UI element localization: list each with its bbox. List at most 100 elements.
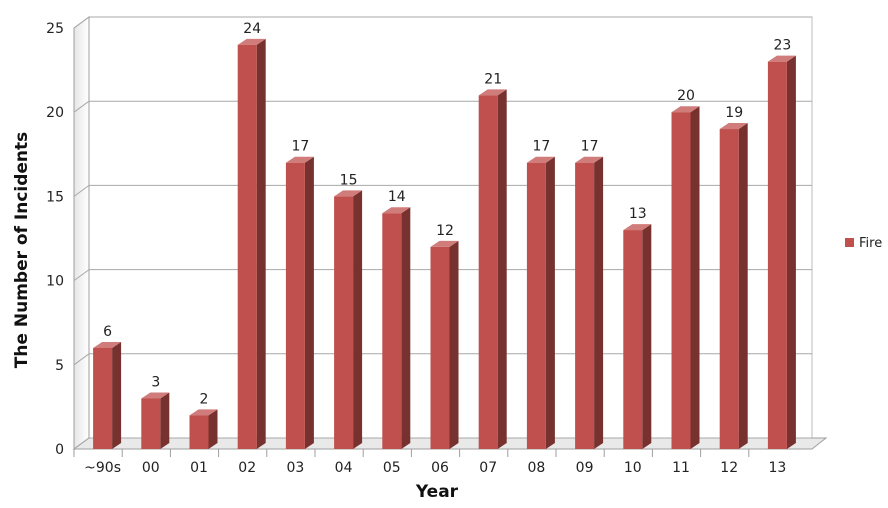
gridline-side bbox=[73, 353, 90, 366]
bar-side bbox=[738, 123, 748, 449]
x-tick-label: 04 bbox=[335, 460, 353, 476]
legend-swatch-fire bbox=[845, 238, 854, 247]
gridline-side bbox=[73, 100, 90, 113]
bar-side bbox=[545, 156, 555, 449]
x-tick-label: 08 bbox=[527, 460, 545, 476]
bar-side bbox=[786, 55, 796, 450]
bar-front bbox=[478, 95, 498, 450]
bar-side bbox=[594, 156, 604, 449]
y-tick-label: 20 bbox=[46, 105, 64, 121]
data-label: 12 bbox=[436, 223, 454, 239]
x-tick-label: ~90s bbox=[84, 460, 121, 476]
bar-top bbox=[382, 207, 411, 214]
x-tick-label: 12 bbox=[720, 460, 738, 476]
data-label: 17 bbox=[291, 139, 309, 155]
bar bbox=[623, 224, 652, 449]
y-axis-title: The Number of Incidents bbox=[12, 132, 32, 369]
bar bbox=[478, 89, 507, 450]
data-label: 23 bbox=[773, 38, 791, 54]
bar-front bbox=[141, 398, 161, 449]
x-tick-label: 06 bbox=[431, 460, 449, 476]
bar-top bbox=[430, 240, 459, 247]
y-tick-label: 25 bbox=[46, 21, 64, 37]
data-labels: 6 3 2 24 17 15 14 12 21 17 17 13 20 19 23 bbox=[103, 21, 791, 407]
x-tick-label: 02 bbox=[238, 460, 256, 476]
x-tick-label: 10 bbox=[624, 460, 642, 476]
bar-side bbox=[642, 224, 652, 449]
bar bbox=[719, 123, 748, 450]
gridline-side bbox=[73, 269, 90, 282]
bar-front bbox=[430, 246, 450, 449]
y-tick-label: 15 bbox=[46, 189, 64, 205]
x-tick-label: 13 bbox=[768, 460, 786, 476]
bar-side bbox=[497, 89, 507, 450]
bar-side bbox=[401, 207, 411, 449]
bar-side bbox=[304, 156, 314, 449]
side-wall bbox=[73, 16, 90, 450]
gridline-side bbox=[73, 16, 90, 29]
x-tick-label: 03 bbox=[286, 460, 304, 476]
bar-top bbox=[623, 224, 652, 231]
bar-front bbox=[93, 347, 113, 449]
bar bbox=[671, 106, 700, 449]
bar-top bbox=[141, 392, 170, 399]
bar-side bbox=[160, 392, 170, 449]
bar-front bbox=[334, 196, 354, 449]
data-label: 24 bbox=[243, 21, 261, 37]
bar-top bbox=[671, 106, 700, 113]
data-label: 21 bbox=[484, 71, 502, 87]
bar-top bbox=[478, 89, 507, 96]
data-label: 17 bbox=[581, 139, 599, 155]
bar-side bbox=[256, 38, 266, 450]
bars bbox=[93, 38, 796, 450]
bar-top bbox=[334, 190, 363, 197]
bar-front bbox=[623, 230, 643, 449]
x-tick-label: 05 bbox=[383, 460, 401, 476]
bar bbox=[575, 156, 604, 449]
data-label: 3 bbox=[151, 374, 160, 390]
bar-side bbox=[353, 190, 363, 449]
y-tick-label: 0 bbox=[55, 442, 64, 458]
bar-front bbox=[285, 162, 305, 449]
bar-front bbox=[237, 44, 257, 450]
y-tick-label: 5 bbox=[55, 358, 64, 374]
bar-front bbox=[575, 162, 595, 449]
bar-top bbox=[767, 55, 796, 62]
data-label: 15 bbox=[340, 172, 358, 188]
bar-front bbox=[382, 213, 402, 449]
bar bbox=[382, 207, 411, 449]
bar-front bbox=[526, 162, 546, 449]
x-axis-title: Year bbox=[415, 482, 459, 502]
gridline-side bbox=[73, 437, 90, 450]
gridline-side bbox=[73, 184, 90, 197]
data-label: 20 bbox=[677, 88, 695, 104]
bar bbox=[767, 55, 796, 450]
x-tick-label: 00 bbox=[142, 460, 160, 476]
y-tick-labels: 0 5 10 15 20 25 bbox=[46, 21, 64, 458]
bar-side bbox=[449, 240, 459, 449]
x-tick-label: 11 bbox=[672, 460, 690, 476]
bar-top bbox=[93, 341, 122, 348]
bar bbox=[285, 156, 314, 449]
x-tick-labels: ~90s 00 01 02 03 04 05 06 07 08 09 10 11 12 13 bbox=[73, 449, 786, 476]
data-label: 19 bbox=[725, 105, 743, 121]
data-label: 14 bbox=[388, 189, 406, 205]
data-label: 13 bbox=[629, 206, 647, 222]
bar-top bbox=[237, 38, 266, 45]
data-label: 2 bbox=[200, 391, 209, 407]
bar-top bbox=[719, 123, 748, 130]
data-label: 17 bbox=[532, 139, 550, 155]
x-tick-label: 09 bbox=[576, 460, 594, 476]
bar bbox=[189, 409, 218, 449]
bar bbox=[526, 156, 555, 449]
legend-label-fire: Fire bbox=[859, 236, 882, 251]
x-tick-label: 01 bbox=[190, 460, 208, 476]
bar-top bbox=[189, 409, 218, 416]
data-label: 6 bbox=[103, 324, 112, 340]
bar bbox=[93, 341, 122, 449]
bar-top bbox=[575, 156, 604, 163]
x-tick-label: 07 bbox=[479, 460, 497, 476]
bar-front bbox=[767, 61, 787, 450]
